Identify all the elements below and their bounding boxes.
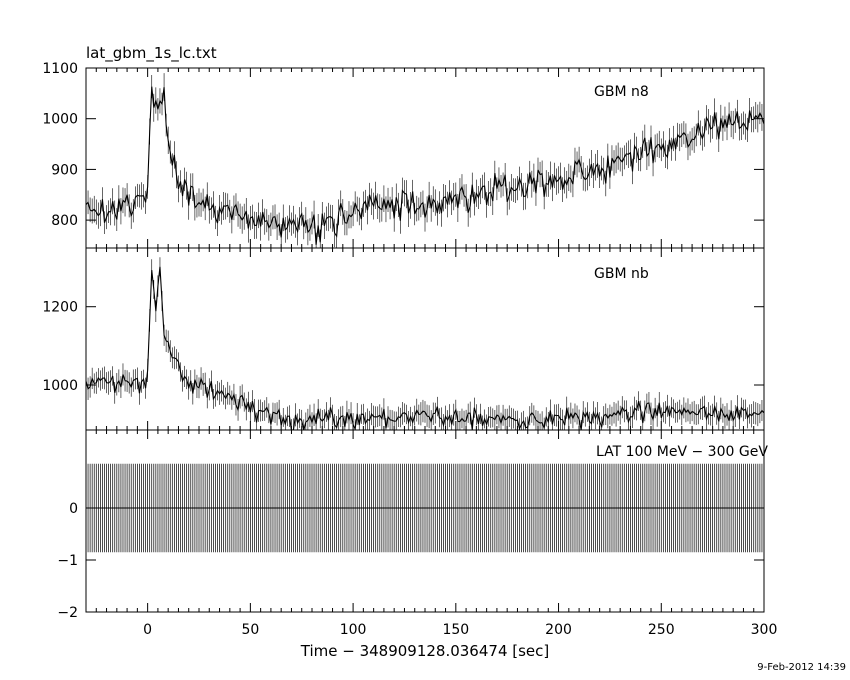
y-tick-label: 1100: [42, 61, 78, 77]
x-axis-label: Time − 348909128.036474 [sec]: [300, 642, 550, 660]
y-tick-label: −1: [57, 553, 78, 569]
y-tick-label: −2: [57, 605, 78, 621]
timestamp: 9-Feb-2012 14:39: [757, 662, 846, 673]
x-tick-label: 100: [340, 622, 367, 638]
panel-1-series-line: [86, 86, 764, 245]
panel-label: LAT 100 MeV − 300 GeV: [596, 444, 768, 460]
panel-1-error-bars: [86, 73, 764, 248]
y-tick-label: 1000: [42, 378, 78, 394]
x-tick-label: 150: [442, 622, 469, 638]
panel-label: GBM n8: [594, 84, 649, 100]
x-tick-label: 0: [143, 622, 152, 638]
x-tick-label: 250: [648, 622, 675, 638]
x-tick-label: 50: [241, 622, 259, 638]
x-tick-label: 300: [751, 622, 778, 638]
y-tick-label: 1200: [42, 300, 78, 316]
panel-label: GBM nb: [594, 266, 649, 282]
x-tick-label: 200: [545, 622, 572, 638]
y-tick-label: 900: [51, 162, 78, 178]
y-tick-label: 1000: [42, 112, 78, 128]
panel-2-series-line: [86, 266, 764, 430]
y-tick-label: 0: [69, 501, 78, 517]
page-title: lat_gbm_1s_lc.txt: [86, 44, 217, 62]
y-tick-label: 800: [51, 213, 78, 229]
